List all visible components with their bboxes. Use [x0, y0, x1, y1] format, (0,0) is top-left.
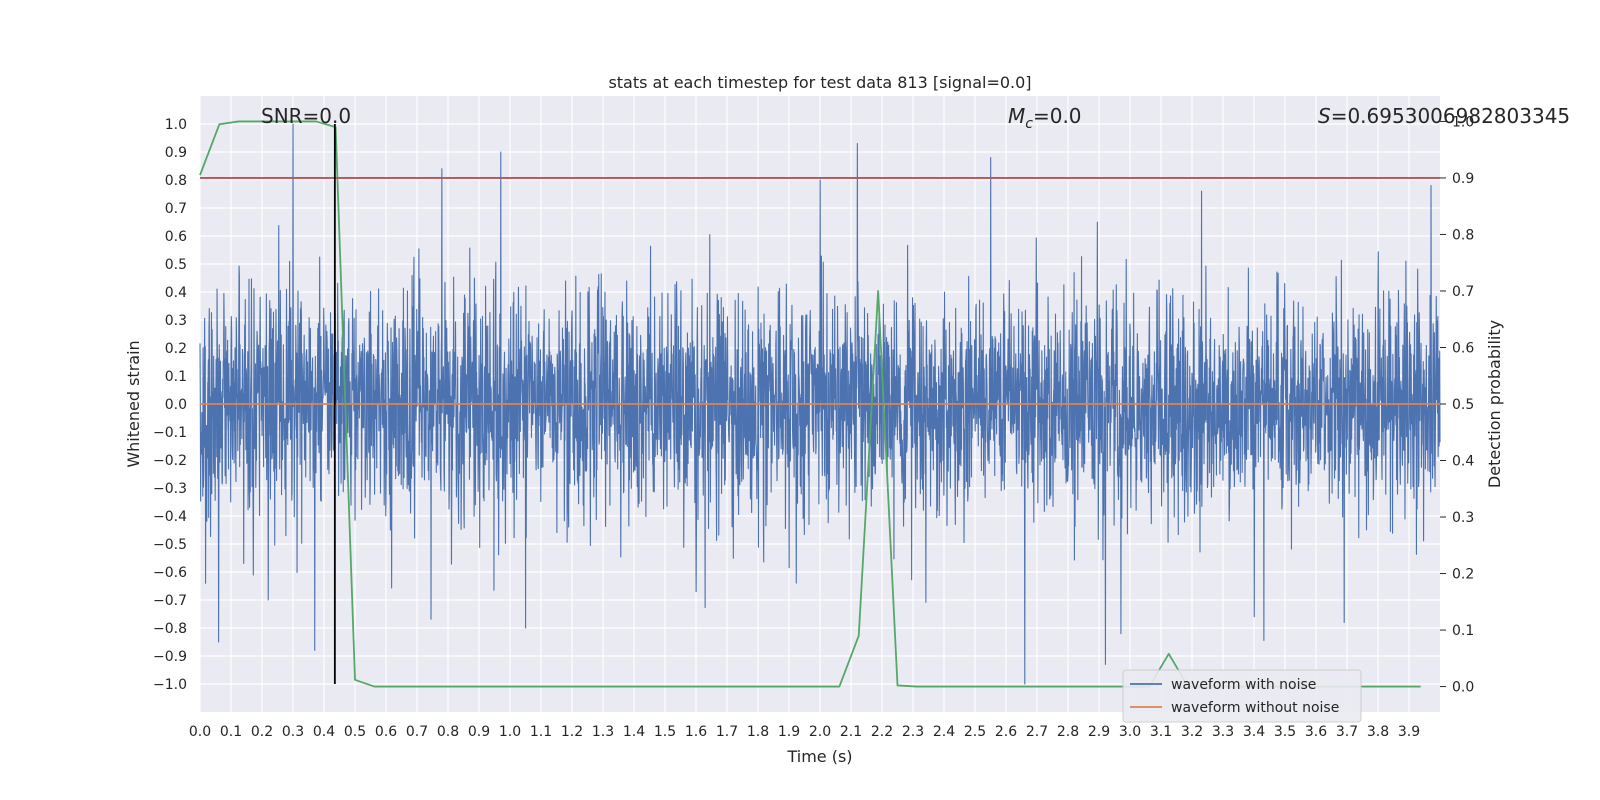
legend-label-clean: waveform without noise: [1171, 700, 1339, 716]
y-tick-label: −1.0: [153, 677, 187, 693]
y2-tick-label: 0.9: [1452, 171, 1474, 187]
mc-symbol: M: [1008, 104, 1025, 128]
y-tick-label: 0.5: [165, 257, 187, 273]
x-tick-label: 1.2: [561, 724, 583, 740]
x-tick-label: 0.1: [220, 724, 242, 740]
x-tick-label: 0.8: [437, 724, 459, 740]
y-tick-label: 0.2: [165, 341, 187, 357]
x-tick-label: 3.0: [1119, 724, 1141, 740]
y2-tick-label: 0.1: [1452, 623, 1474, 639]
x-tick-label: 1.6: [685, 724, 707, 740]
x-tick-label: 0.4: [313, 724, 335, 740]
mc-annotation: Mc=0.0: [1008, 104, 1082, 132]
x-tick-label: 0.9: [468, 724, 490, 740]
x-tick-label: 1.8: [747, 724, 769, 740]
x-axis-ticks: 0.0 0.1 0.2 0.3 0.4 0.5 0.6 0.7 0.8 0.9 1.0 1.1 1.2 1…: [189, 724, 1420, 740]
y2-tick-label: 1.0: [1452, 114, 1474, 130]
legend-label-noise: waveform with noise: [1171, 677, 1316, 693]
y-tick-label: −0.3: [153, 481, 187, 497]
y2-tick-label: 0.5: [1452, 397, 1474, 413]
x-tick-label: 1.3: [592, 724, 614, 740]
y2-axis-ticks: 1.0 0.9 0.8 0.7 0.6 0.5 0.4 0.3 0.2 0.1 0.0: [1440, 114, 1474, 696]
x-tick-label: 1.0: [499, 724, 521, 740]
x-tick-label: 1.9: [778, 724, 800, 740]
x-tick-label: 0.7: [406, 724, 428, 740]
x-tick-label: 2.8: [1057, 724, 1079, 740]
x-tick-label: 3.4: [1243, 724, 1265, 740]
x-tick-label: 3.3: [1212, 724, 1234, 740]
x-tick-label: 0.3: [282, 724, 304, 740]
s-annotation: S=0.6953006982803345: [1318, 104, 1570, 128]
y2-tick-label: 0.0: [1452, 680, 1474, 696]
x-tick-label: 0.5: [344, 724, 366, 740]
y-tick-label: 0.4: [165, 285, 187, 301]
x-tick-label: 2.7: [1026, 724, 1048, 740]
x-axis-label: Time (s): [786, 747, 852, 766]
y-tick-label: 0.9: [165, 145, 187, 161]
s-symbol: S: [1318, 104, 1331, 128]
x-tick-label: 2.1: [840, 724, 862, 740]
y-tick-label: −0.9: [153, 649, 187, 665]
y-tick-label: 0.3: [165, 313, 187, 329]
x-tick-label: 1.4: [623, 724, 645, 740]
x-tick-label: 2.9: [1088, 724, 1110, 740]
x-tick-label: 0.2: [251, 724, 273, 740]
y-axis-label: Whitened strain: [124, 340, 143, 467]
y-tick-label: −0.5: [153, 537, 187, 553]
x-tick-label: 0.6: [375, 724, 397, 740]
x-tick-label: 3.9: [1398, 724, 1420, 740]
x-tick-label: 2.4: [933, 724, 955, 740]
mc-value: =0.0: [1033, 104, 1082, 128]
y-tick-label: −0.1: [153, 425, 187, 441]
y-tick-label: 0.7: [165, 201, 187, 217]
x-tick-label: 3.7: [1336, 724, 1358, 740]
y2-axis-label: Detection probability: [1485, 320, 1504, 488]
y-tick-label: −0.7: [153, 593, 187, 609]
x-tick-label: 0.0: [189, 724, 211, 740]
y-tick-label: −0.4: [153, 509, 187, 525]
legend-box: [1122, 669, 1362, 723]
x-tick-label: 3.5: [1274, 724, 1296, 740]
legend: waveform with noise waveform without noi…: [1122, 669, 1362, 723]
x-tick-label: 2.3: [902, 724, 924, 740]
x-tick-label: 1.5: [654, 724, 676, 740]
series-waveform-with-noise: [199, 123, 1441, 685]
y-tick-label: −0.2: [153, 453, 187, 469]
y-tick-label: 0.6: [165, 229, 187, 245]
x-tick-label: 3.6: [1305, 724, 1327, 740]
x-tick-label: 2.6: [995, 724, 1017, 740]
y-axis-ticks: 1.0 0.9 0.8 0.7 0.6 0.5 0.4 0.3 0.2 0.1 0.0 −0.1 −0.…: [153, 117, 187, 693]
y2-tick-label: 0.4: [1452, 454, 1474, 470]
y-tick-label: 0.0: [165, 397, 187, 413]
y2-tick-label: 0.3: [1452, 510, 1474, 526]
y2-tick-label: 0.7: [1452, 284, 1474, 300]
x-tick-label: 3.1: [1150, 724, 1172, 740]
y2-tick-label: 0.2: [1452, 567, 1474, 583]
mc-subscript: c: [1025, 116, 1033, 132]
y-tick-label: 1.0: [165, 117, 187, 133]
x-tick-label: 2.2: [871, 724, 893, 740]
x-tick-label: 2.5: [964, 724, 986, 740]
y-tick-label: 0.1: [165, 369, 187, 385]
x-tick-label: 3.2: [1181, 724, 1203, 740]
snr-annotation: SNR=0.0: [261, 104, 351, 128]
y-tick-label: 0.8: [165, 173, 187, 189]
y2-tick-label: 0.8: [1452, 227, 1474, 243]
chart-title: stats at each timestep for test data 813…: [608, 73, 1031, 92]
y2-tick-label: 0.6: [1452, 340, 1474, 356]
y-tick-label: −0.6: [153, 565, 187, 581]
s-value: =0.6953006982803345: [1331, 104, 1570, 128]
x-tick-label: 1.1: [530, 724, 552, 740]
x-tick-label: 3.8: [1367, 724, 1389, 740]
y-tick-label: −0.8: [153, 621, 187, 637]
x-tick-label: 1.7: [716, 724, 738, 740]
x-tick-label: 2.0: [809, 724, 831, 740]
